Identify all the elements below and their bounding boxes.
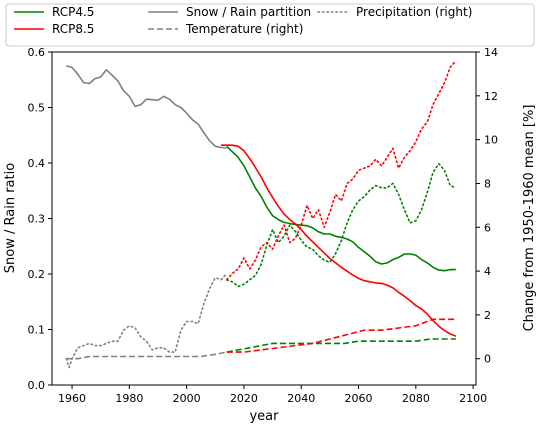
y-right-tick-label: 14: [484, 46, 498, 59]
series-rcp4-5-precipitation-right: [226, 162, 457, 288]
y-left-tick-label: 0.6: [28, 46, 46, 59]
legend-label-precipitation-right: Precipitation (right): [356, 5, 472, 19]
y-left-tick-label: 0.5: [28, 102, 46, 115]
y-left-tick-label: 0.3: [28, 213, 46, 226]
y-right-tick-label: 8: [484, 177, 491, 190]
y-left-tick-label: 0.4: [28, 157, 46, 170]
x-tick-label: 2100: [459, 392, 487, 405]
legend-label-rcp4-5: RCP4.5: [52, 5, 94, 19]
y-left-tick-label: 0.1: [28, 324, 46, 337]
series-rcp4-5: [226, 145, 456, 272]
series-snow-rain-partition: [66, 65, 227, 149]
x-tick-label: 2040: [287, 392, 315, 405]
legend-label-rcp8-5: RCP8.5: [52, 22, 94, 36]
legend: RCP4.5 RCP8.5 Snow / Rain partition Tempera…: [5, 3, 535, 47]
y-right-tick-label: 2: [484, 309, 491, 322]
y-left-tick-label: 0.2: [28, 268, 46, 281]
legend-label-temperature-right: Temperature (right): [185, 22, 303, 36]
x-axis-label: year: [249, 409, 279, 424]
series-layer: [65, 59, 457, 369]
y-axis-label-right: Change from 1950-1960 mean [%]: [522, 105, 537, 332]
y-axis-label-left: Snow / Rain ratio: [3, 163, 18, 273]
x-tick-label: 2000: [173, 392, 201, 405]
x-tick-label: 2080: [402, 392, 430, 405]
x-tick-label: 2060: [345, 392, 373, 405]
series-rcp8-5-temperature-right: [226, 318, 456, 353]
legend-label-snow-rain-partition: Snow / Rain partition: [186, 5, 311, 19]
y-right-tick-label: 6: [484, 221, 491, 234]
y-left-tick-label: 0.0: [28, 379, 46, 392]
series-rcp4-5-temperature-right: [226, 338, 456, 353]
legend-frame: [5, 3, 535, 47]
x-tick-label: 2020: [230, 392, 258, 405]
x-tick-label: 1960: [58, 392, 86, 405]
axes-layer: 1960 1980 2000 2020 2040 2060 2080 21000.00.10.…: [28, 46, 499, 405]
y-right-tick-label: 12: [484, 90, 498, 103]
series-temperature-right: [66, 351, 227, 360]
x-tick-label: 1980: [115, 392, 143, 405]
y-right-tick-label: 4: [484, 265, 491, 278]
y-right-tick-label: 0: [484, 353, 491, 366]
series-rcp8-5: [221, 144, 457, 337]
y-right-tick-label: 10: [484, 134, 498, 147]
series-precipitation-right: [65, 272, 228, 369]
